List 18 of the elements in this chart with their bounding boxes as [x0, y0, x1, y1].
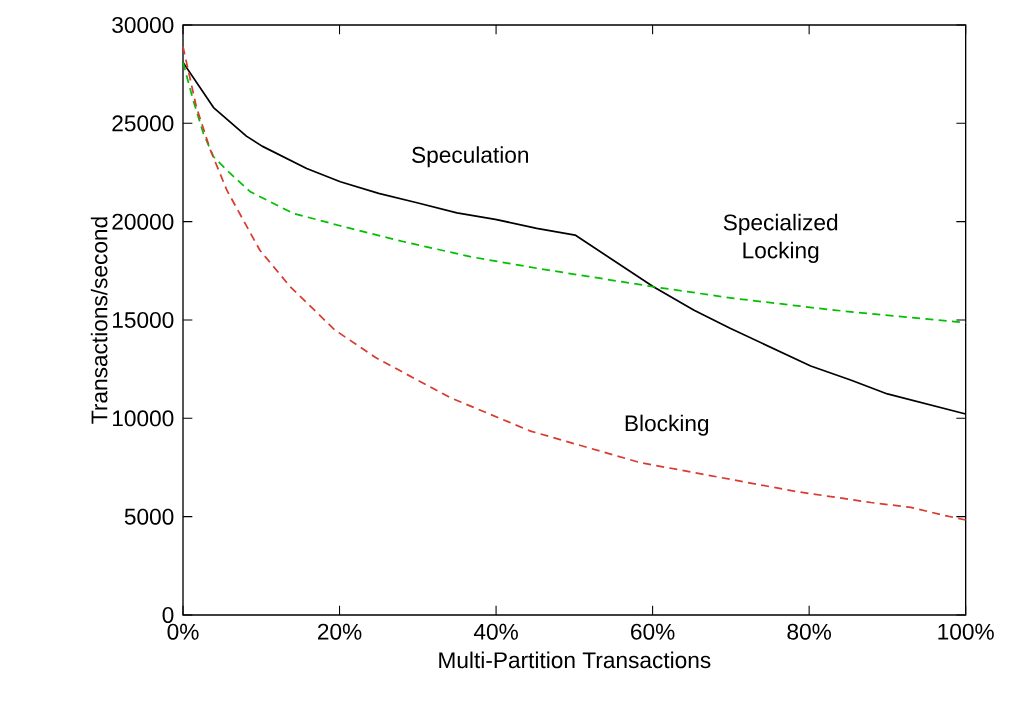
x-tick-label: 40%: [473, 623, 518, 640]
x-tick-label: 0%: [167, 623, 199, 640]
series-label: Specialized Locking: [723, 213, 838, 263]
x-tick-label: 80%: [787, 623, 831, 640]
y-tick-label: 10000: [113, 410, 174, 427]
y-tick-label: 5000: [124, 508, 174, 525]
x-tick-label: 100%: [938, 623, 994, 640]
y-tick-label: 30000: [112, 16, 174, 34]
x-tick-label: 60%: [631, 623, 675, 640]
y-tick-label: 0: [162, 606, 174, 624]
y-tick-label: 20000: [112, 213, 174, 230]
y-axis-title: Transactions/second: [90, 217, 108, 424]
y-tick-label: 25000: [112, 115, 174, 132]
y-tick-label: 15000: [113, 311, 174, 329]
x-axis-title: Multi-Partition Transactions: [439, 651, 711, 669]
series-label: Speculation: [412, 146, 528, 168]
x-tick-label: 20%: [318, 623, 362, 640]
series-label: Blocking: [625, 414, 709, 436]
